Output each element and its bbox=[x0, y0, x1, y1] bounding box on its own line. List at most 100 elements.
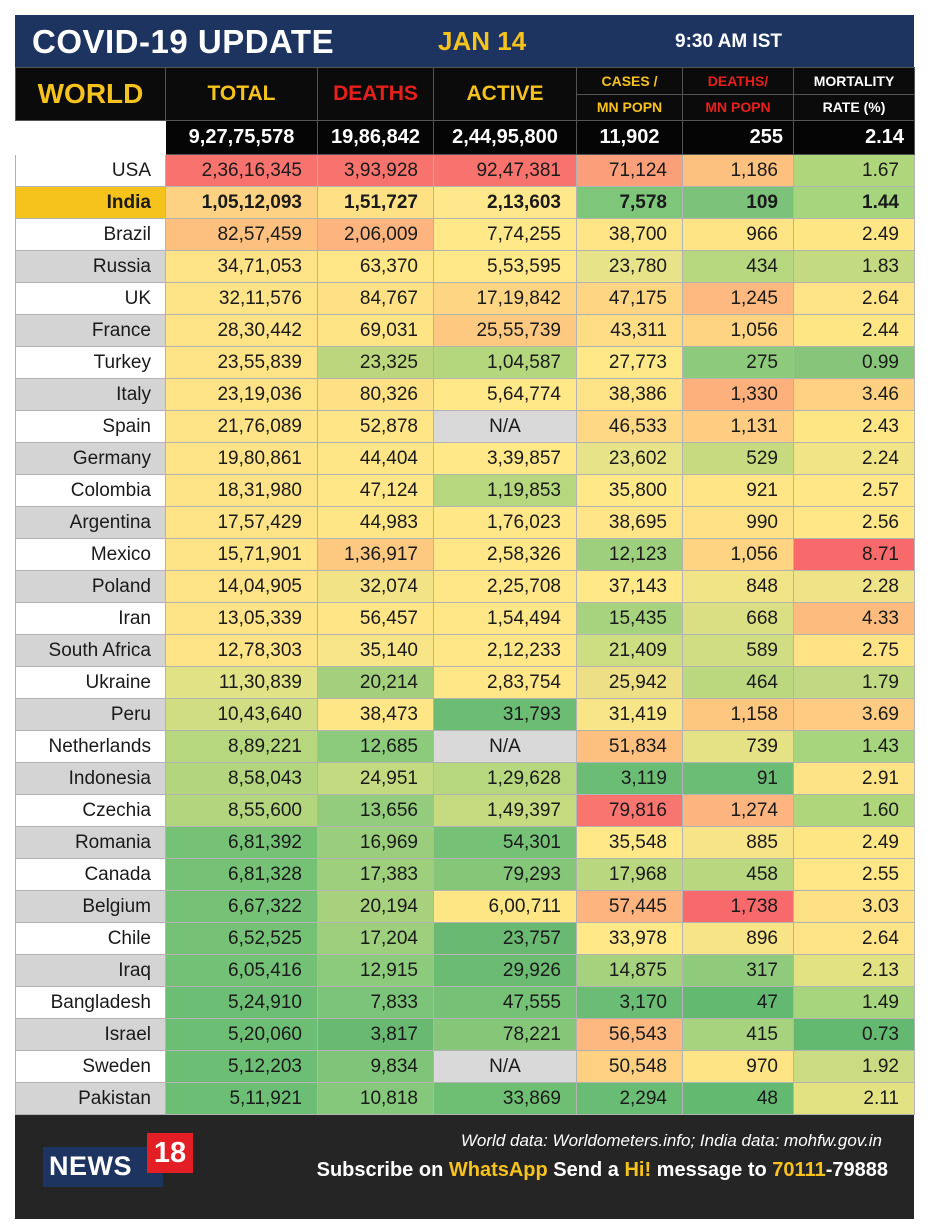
cell-total: 5,11,921 bbox=[165, 1082, 318, 1115]
cell-mortality-rate: 1.60 bbox=[793, 794, 915, 827]
cell-deaths: 12,685 bbox=[317, 730, 434, 763]
country-name: Canada bbox=[15, 858, 166, 891]
table-row: Pakistan 5,11,921 10,818 33,869 2,294 48 2.11 bbox=[15, 1082, 915, 1115]
header-mortality-2: RATE (%) bbox=[793, 93, 915, 121]
logo-word: NEWS bbox=[49, 1151, 132, 1181]
header-deaths: DEATHS bbox=[317, 67, 434, 121]
cell-deaths: 7,833 bbox=[317, 986, 434, 1019]
header-bar: COVID-19 UPDATE JAN 14 9:30 AM IST bbox=[15, 15, 914, 67]
table-row: Mexico 15,71,901 1,36,917 2,58,326 12,123 1,0… bbox=[15, 538, 915, 571]
country-name: India bbox=[15, 186, 166, 219]
covid-table: WORLD TOTAL DEATHS ACTIVE CASES / DEATHS… bbox=[15, 67, 915, 1115]
country-name: Russia bbox=[15, 250, 166, 283]
cell-cases-per-mn: 31,419 bbox=[576, 698, 683, 731]
cell-mortality-rate: 1.83 bbox=[793, 250, 915, 283]
logo-box bbox=[43, 1147, 163, 1187]
cell-active: 78,221 bbox=[433, 1018, 577, 1051]
cell-active: 54,301 bbox=[433, 826, 577, 859]
world-total: 9,27,75,578 bbox=[165, 120, 318, 155]
cell-cases-per-mn: 57,445 bbox=[576, 890, 683, 923]
table-row: Spain 21,76,089 52,878 N/A 46,533 1,131 2.43 bbox=[15, 410, 915, 443]
country-name: Iraq bbox=[15, 954, 166, 987]
cell-deaths-per-mn: 739 bbox=[682, 730, 794, 763]
cell-active: 1,76,023 bbox=[433, 506, 577, 539]
cell-active: 17,19,842 bbox=[433, 282, 577, 315]
cell-cases-per-mn: 3,119 bbox=[576, 762, 683, 795]
page-title: COVID-19 UPDATE bbox=[32, 23, 335, 60]
cell-cases-per-mn: 2,294 bbox=[576, 1082, 683, 1115]
cell-deaths: 3,817 bbox=[317, 1018, 434, 1051]
cell-cases-per-mn: 7,578 bbox=[576, 186, 683, 219]
cell-total: 1,05,12,093 bbox=[165, 186, 318, 219]
cell-mortality-rate: 2.49 bbox=[793, 218, 915, 251]
column-header-row-2: MN POPN MN POPN RATE (%) bbox=[16, 93, 915, 121]
cell-total: 8,58,043 bbox=[165, 762, 318, 795]
table-row: Ukraine 11,30,839 20,214 2,83,754 25,942 464 1… bbox=[15, 666, 915, 699]
table-row: South Africa 12,78,303 35,140 2,12,233 21,40… bbox=[15, 634, 915, 667]
cell-deaths-per-mn: 970 bbox=[682, 1050, 794, 1083]
cell-deaths: 84,767 bbox=[317, 282, 434, 315]
country-name: USA bbox=[15, 154, 166, 187]
header-active: ACTIVE bbox=[433, 67, 577, 121]
country-name: Poland bbox=[15, 570, 166, 603]
cell-active: 33,869 bbox=[433, 1082, 577, 1115]
cell-mortality-rate: 2.28 bbox=[793, 570, 915, 603]
cell-total: 11,30,839 bbox=[165, 666, 318, 699]
cell-deaths: 12,915 bbox=[317, 954, 434, 987]
country-name: Belgium bbox=[15, 890, 166, 923]
table-row: Iraq 6,05,416 12,915 29,926 14,875 317 2.13 bbox=[15, 954, 915, 987]
country-name: Turkey bbox=[15, 346, 166, 379]
cell-cases-per-mn: 27,773 bbox=[576, 346, 683, 379]
cell-active: 29,926 bbox=[433, 954, 577, 987]
table-row: Peru 10,43,640 38,473 31,793 31,419 1,158 3.69 bbox=[15, 698, 915, 731]
cell-cases-per-mn: 23,780 bbox=[576, 250, 683, 283]
cell-active: 3,39,857 bbox=[433, 442, 577, 475]
table-row: Sweden 5,12,203 9,834 N/A 50,548 970 1.92 bbox=[15, 1050, 915, 1083]
cell-cases-per-mn: 50,548 bbox=[576, 1050, 683, 1083]
cell-mortality-rate: 2.24 bbox=[793, 442, 915, 475]
cell-active: 25,55,739 bbox=[433, 314, 577, 347]
cell-active: N/A bbox=[433, 1050, 577, 1083]
cell-cases-per-mn: 23,602 bbox=[576, 442, 683, 475]
cell-deaths: 38,473 bbox=[317, 698, 434, 731]
header-deaths-mn-1: DEATHS/ bbox=[682, 67, 794, 95]
header-mortality-1: MORTALITY bbox=[793, 67, 915, 95]
cell-deaths: 32,074 bbox=[317, 570, 434, 603]
cell-active: 2,83,754 bbox=[433, 666, 577, 699]
cell-deaths-per-mn: 91 bbox=[682, 762, 794, 795]
cell-deaths: 47,124 bbox=[317, 474, 434, 507]
news18-logo: NEWS 18 bbox=[43, 1133, 193, 1187]
cell-deaths-per-mn: 48 bbox=[682, 1082, 794, 1115]
cell-cases-per-mn: 17,968 bbox=[576, 858, 683, 891]
header-cases-mn-2: MN POPN bbox=[576, 93, 683, 121]
country-name: Colombia bbox=[15, 474, 166, 507]
cell-deaths-per-mn: 464 bbox=[682, 666, 794, 699]
cell-deaths-per-mn: 668 bbox=[682, 602, 794, 635]
cell-active: 6,00,711 bbox=[433, 890, 577, 923]
cell-deaths-per-mn: 458 bbox=[682, 858, 794, 891]
cell-total: 8,55,600 bbox=[165, 794, 318, 827]
cell-deaths-per-mn: 47 bbox=[682, 986, 794, 1019]
table-row: Poland 14,04,905 32,074 2,25,708 37,143 848 2.… bbox=[15, 570, 915, 603]
cell-mortality-rate: 1.67 bbox=[793, 154, 915, 187]
cell-total: 5,24,910 bbox=[165, 986, 318, 1019]
cell-mortality-rate: 1.43 bbox=[793, 730, 915, 763]
cell-mortality-rate: 0.99 bbox=[793, 346, 915, 379]
country-name: Sweden bbox=[15, 1050, 166, 1083]
subscribe-text-3: Send a bbox=[547, 1159, 625, 1181]
cell-active: 2,25,708 bbox=[433, 570, 577, 603]
table-row: Israel 5,20,060 3,817 78,221 56,543 415 0.73 bbox=[15, 1018, 915, 1051]
cell-mortality-rate: 3.03 bbox=[793, 890, 915, 923]
country-name: Czechia bbox=[15, 794, 166, 827]
cell-total: 5,12,203 bbox=[165, 1050, 318, 1083]
cell-cases-per-mn: 38,695 bbox=[576, 506, 683, 539]
cell-active: N/A bbox=[433, 730, 577, 763]
cell-total: 6,52,525 bbox=[165, 922, 318, 955]
table-row: Romania 6,81,392 16,969 54,301 35,548 885 2.49 bbox=[15, 826, 915, 859]
cell-total: 14,04,905 bbox=[165, 570, 318, 603]
cell-deaths: 24,951 bbox=[317, 762, 434, 795]
country-name: Ukraine bbox=[15, 666, 166, 699]
cell-mortality-rate: 2.49 bbox=[793, 826, 915, 859]
cell-deaths: 17,204 bbox=[317, 922, 434, 955]
hi-text: Hi! bbox=[624, 1159, 652, 1181]
